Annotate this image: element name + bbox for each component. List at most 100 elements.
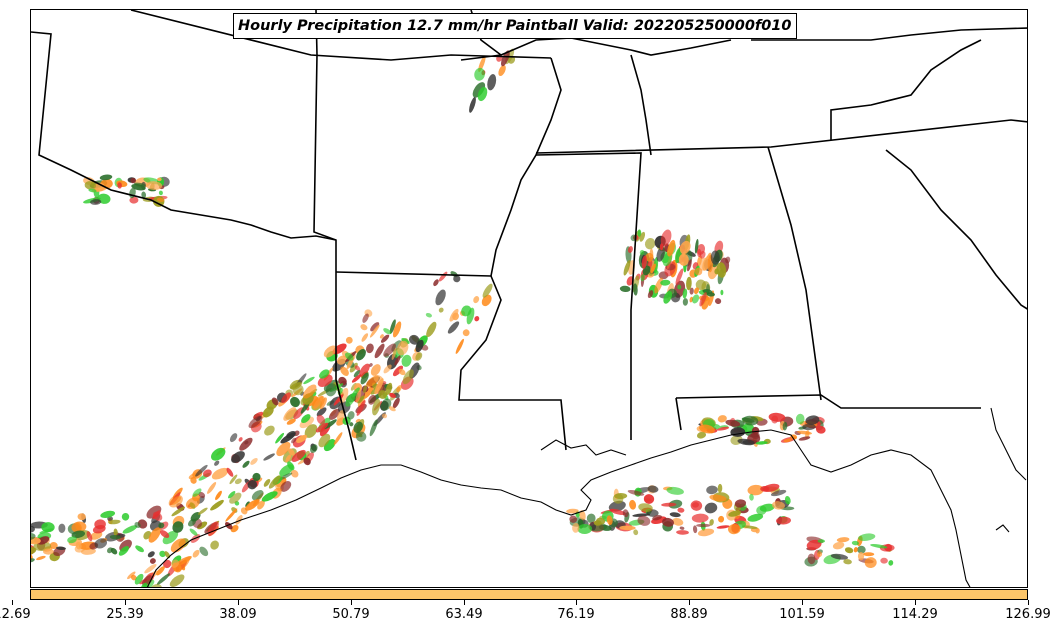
precip-blob [870,544,888,549]
precip-blob [880,557,888,564]
precip-blob [118,546,129,556]
precip-blob [336,355,347,365]
boundary-fl-north [675,394,981,409]
precip-blob [692,525,698,534]
precip-blob [210,499,224,511]
precip-blob [649,248,654,260]
precip-blob [356,348,366,361]
precip-blob [392,397,400,409]
precip-blob [455,338,464,354]
precip-blob [709,494,727,502]
precip-blob [851,540,859,546]
precip-blob [802,423,816,431]
precip-blob [157,177,162,182]
precip-blob [179,556,191,571]
precip-blob [501,50,510,67]
precip-blob [336,410,345,423]
precip-blob [641,255,647,269]
precip-blob [164,551,171,559]
colorbar-tick-label: 114.29 [892,607,938,622]
colorbar-tick-label: 76.19 [557,607,595,622]
precip-blob [843,559,852,565]
precip-blob [43,548,54,555]
precip-blob [146,181,163,191]
precip-blob [264,425,275,436]
precip-blob [130,177,136,184]
precip-blob [397,340,409,356]
precip-blob [742,423,755,434]
precip-blob [315,422,329,433]
precip-blob [695,279,707,291]
precip-blob [86,531,93,542]
precip-blob [401,354,412,367]
precip-blob [366,343,374,354]
precip-blob [656,246,665,262]
precip-blob [725,419,741,427]
precip-blob [263,478,271,487]
precip-blob [415,352,423,361]
precip-blob [75,541,82,550]
precip-blob [706,292,715,297]
precip-blob [162,530,179,545]
precip-blob [697,248,702,258]
precip-blob [772,501,785,510]
boundary-nc [830,39,982,140]
boundary-ky [460,37,732,61]
precip-blob [359,363,370,377]
precip-blob [606,515,613,526]
boundary-va [751,27,1027,41]
precip-blob [49,541,58,550]
precip-blob [379,334,384,339]
precip-blob [622,509,629,518]
precip-blob [672,518,684,526]
state-boundaries [31,10,1027,461]
precip-blob [33,541,52,552]
precip-blob [710,250,720,265]
precip-blob [650,263,656,274]
precip-blob [857,545,866,554]
precip-blob [156,197,165,202]
precip-blob [693,287,700,295]
boundary-ok-ks [130,10,552,61]
precip-blob [230,524,239,533]
precipitation-map [31,10,1027,587]
precip-blob [355,431,367,442]
precip-blob [572,522,580,533]
precip-blob [677,284,682,290]
precip-blob [435,289,446,306]
precip-blob [797,430,812,435]
boundary-ms-east [535,152,642,440]
precip-blob [776,516,791,525]
precip-blob [345,393,356,407]
precip-blob [159,530,170,538]
boundary-ar-west [313,54,337,380]
precip-blob [666,486,684,495]
precip-blob [396,385,402,393]
precip-blob [210,540,219,550]
precip-blob [252,472,261,482]
precip-blob [660,279,671,286]
precip-blob [156,566,165,576]
precip-blob [357,395,365,404]
precip-blob [402,369,414,385]
precip-blob [633,529,639,536]
precip-blob [328,408,341,420]
precip-blob [351,374,362,383]
precip-blob [141,575,153,586]
precip-blob [380,334,390,343]
precip-blob [679,240,691,255]
precip-blob [355,390,362,403]
precip-blob [637,515,651,526]
precip-blob [214,460,220,466]
precip-blob [122,525,138,534]
precip-blob [638,503,653,512]
precip-blob [433,279,439,287]
precip-blob [857,552,865,561]
precip-blob [211,467,229,480]
precip-blob [349,422,354,427]
precip-blob [699,424,715,434]
precip-blob [640,274,645,282]
precip-blob [261,491,278,502]
precip-blob [117,182,122,189]
precip-blob [619,525,636,531]
